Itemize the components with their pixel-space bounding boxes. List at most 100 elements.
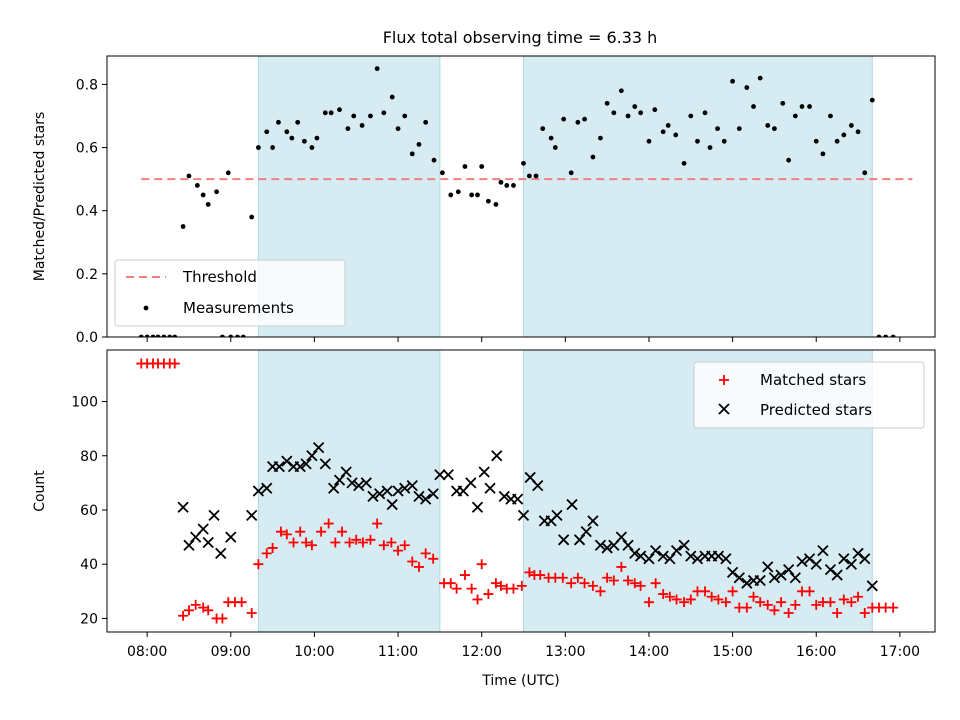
measurement-point — [862, 170, 868, 176]
legend-top: Threshold Measurements — [114, 259, 346, 327]
measurement-point — [540, 126, 546, 132]
matched-star-point — [236, 597, 247, 608]
matched-star-point — [629, 578, 640, 589]
matched-star-point — [267, 542, 278, 553]
measurement-point — [799, 104, 805, 109]
matched-star-point — [616, 561, 627, 572]
matched-star-point — [445, 578, 456, 589]
predicted-star-point — [312, 441, 325, 454]
predicted-star-point — [261, 482, 273, 494]
matched-star-point — [832, 608, 843, 619]
measurement-point — [598, 135, 603, 141]
measurement-point — [455, 189, 461, 195]
matched-star-point — [472, 594, 483, 605]
measurement-point — [736, 126, 742, 132]
predicted-star-point — [517, 509, 530, 522]
measurement-point — [883, 334, 889, 337]
matched-star-point — [579, 578, 590, 589]
axes-frame — [106, 349, 936, 633]
predicted-star-point — [629, 547, 641, 560]
measurement-point — [493, 201, 499, 207]
measurement-point — [526, 173, 532, 179]
predicted-star-point — [678, 539, 690, 551]
x-axis-label: Time (UTC) — [481, 673, 559, 689]
measurement-point — [618, 88, 624, 94]
predicted-star-point — [367, 490, 379, 503]
measurement-point — [448, 192, 454, 198]
x-tick-label: 11:00 — [378, 644, 418, 660]
measurement-point — [469, 192, 475, 198]
matched-star-point — [378, 540, 389, 551]
measurement-point — [757, 75, 763, 81]
matched-star-point — [323, 518, 334, 529]
x-tick-label: 08:00 — [127, 644, 167, 660]
matched-star-point — [679, 597, 690, 608]
data-area — [138, 56, 913, 337]
matched-star-point — [595, 586, 606, 597]
predicted-star-point — [202, 536, 214, 549]
matched-star-point — [623, 575, 634, 586]
observing-interval-1 — [257, 350, 441, 632]
legend-matched-swatch — [719, 375, 729, 385]
predicted-star-point — [360, 477, 372, 489]
matched-star-point — [635, 580, 646, 591]
x-tick-label: 12:00 — [462, 644, 502, 660]
predicted-star-point — [622, 539, 634, 551]
matched-star-point — [365, 534, 376, 545]
predicted-star-point — [712, 550, 725, 562]
x-tick-label: 17:00 — [880, 644, 920, 660]
matched-star-point — [762, 599, 773, 610]
predicted-star-point — [381, 485, 393, 497]
matched-star-point — [755, 597, 766, 608]
y-tick-label: 100 — [71, 395, 98, 411]
y-tick-label: 80 — [80, 449, 98, 465]
measurement-point — [665, 123, 671, 128]
matched-star-point — [720, 597, 731, 608]
measurement-point — [228, 334, 234, 337]
measurement-point — [807, 104, 812, 109]
measurement-point — [423, 119, 429, 125]
predicted-star-point — [775, 569, 787, 581]
legend-predicted-label: Predicted stars — [760, 401, 872, 419]
measurement-point — [855, 129, 861, 135]
measurement-point — [604, 100, 610, 106]
measurement-point — [475, 192, 480, 198]
measurement-point — [416, 142, 422, 147]
matched-star-point — [288, 537, 299, 548]
measurement-point — [479, 164, 485, 169]
measurement-point — [646, 138, 652, 144]
predicted-star-point — [650, 545, 662, 557]
predicted-star-point — [306, 450, 318, 462]
measurement-point — [744, 85, 750, 90]
measurement-point — [521, 160, 526, 166]
matched-star-point — [508, 583, 519, 594]
measurement-point — [673, 132, 679, 138]
predicted-star-point — [831, 569, 843, 581]
matched-star-point — [804, 586, 815, 597]
measurement-point — [548, 135, 554, 141]
matched-star-point — [490, 578, 501, 589]
predicted-star-point — [817, 545, 829, 557]
predicted-star-point — [601, 542, 613, 554]
measurement-point — [186, 173, 192, 179]
matched-star-point — [566, 578, 577, 589]
x-tick-label: 16:00 — [796, 644, 836, 660]
top-panel: 0.0 0.2 0.4 0.6 0.8 Matched/Predicted stars Th… — [32, 55, 936, 346]
measurement-point — [820, 151, 826, 157]
predicted-star-point — [859, 553, 871, 565]
measurement-point — [786, 157, 792, 163]
predicted-star-point — [796, 555, 808, 568]
legend-predicted-swatch — [718, 403, 730, 415]
measurement-point — [582, 116, 587, 122]
matched-star-point — [713, 594, 724, 605]
measurement-point — [381, 110, 387, 116]
measurement-point — [652, 107, 658, 113]
measurement-point — [841, 132, 847, 138]
measurement-point — [869, 97, 875, 103]
predicted-star-point — [374, 488, 386, 500]
matched-star-point — [198, 602, 209, 613]
measurement-point — [702, 110, 708, 116]
measurement-point — [730, 78, 735, 84]
matched-star-point — [776, 597, 787, 608]
matched-star-point — [428, 553, 439, 564]
